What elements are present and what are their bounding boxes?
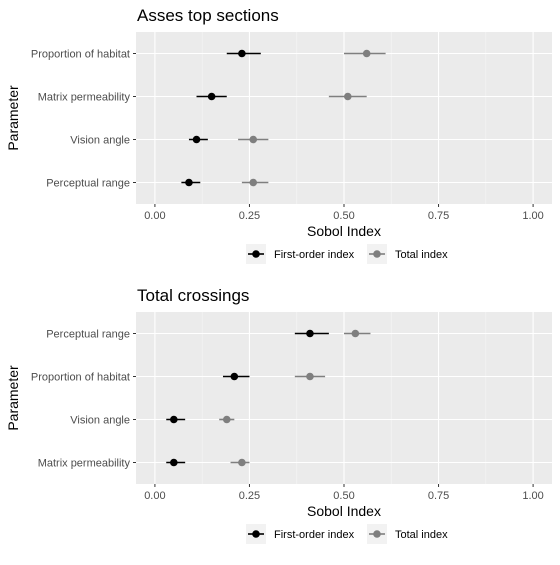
chart-title: Asses top sections <box>137 6 279 25</box>
series-total-index <box>238 49 386 187</box>
chart-title: Total crossings <box>137 286 249 305</box>
point-total-index-matrix-permeability <box>238 458 246 467</box>
y-tick-label-proportion-of-habitat: Proportion of habitat <box>31 372 130 384</box>
y-tick-label-perceptual-range: Perceptual range <box>46 178 130 190</box>
y-tick-label-vision-angle: Vision angle <box>70 415 130 427</box>
y-tick-label-matrix-permeability: Matrix permeability <box>38 92 131 104</box>
point-first-order-index-perceptual-range <box>306 329 314 338</box>
y-axis-title: Parameter <box>5 365 21 431</box>
point-total-index-proportion-of-habitat <box>306 372 314 381</box>
chart-asses-top-sections: Asses top sections Proportion of habitat M… <box>5 6 552 264</box>
legend-label: First-order index <box>274 529 355 541</box>
chart-total-crossings: Total crossings Perceptual range Proportio… <box>5 286 552 544</box>
point-first-order-index-perceptual-range <box>185 178 193 187</box>
y-tick-label-proportion-of-habitat: Proportion of habitat <box>31 49 130 61</box>
x-tick-label: 0.50 <box>333 210 354 222</box>
legend-label: Total index <box>395 529 448 541</box>
legend-item-total-index: Total index <box>367 244 448 264</box>
x-axis-title: Sobol Index <box>307 223 381 239</box>
legend-key-point <box>252 530 260 538</box>
y-tick-label-vision-angle: Vision angle <box>70 135 130 147</box>
x-axis-title: Sobol Index <box>307 503 381 519</box>
series-first-order-index <box>181 49 261 187</box>
x-tick-label: 1.00 <box>522 210 543 222</box>
point-first-order-index-vision-angle <box>192 135 201 144</box>
legend-label: First-order index <box>274 249 355 261</box>
legend-item-total-index: Total index <box>367 524 448 544</box>
y-axis-title: Parameter <box>5 85 21 151</box>
x-tick-label: 0.50 <box>333 490 354 502</box>
series-first-order-index <box>166 329 329 467</box>
legend-item-first-order-index: First-order index <box>246 524 355 544</box>
x-tick-label: 0.75 <box>428 490 449 502</box>
legend-key-point <box>252 250 260 258</box>
point-total-index-vision-angle <box>222 415 231 424</box>
point-total-index-perceptual-range <box>351 329 360 338</box>
point-first-order-index-proportion-of-habitat <box>230 372 239 381</box>
legend-key-point <box>373 250 381 258</box>
x-tick-label: 1.00 <box>522 490 543 502</box>
x-tick-label: 0.25 <box>239 210 260 222</box>
series-total-index <box>219 329 371 467</box>
point-first-order-index-vision-angle <box>170 415 178 424</box>
point-total-index-vision-angle <box>249 135 258 144</box>
y-tick-label-matrix-permeability: Matrix permeability <box>38 458 131 470</box>
point-total-index-matrix-permeability <box>343 92 352 101</box>
point-first-order-index-matrix-permeability <box>207 92 216 101</box>
x-tick-label: 0.25 <box>239 490 260 502</box>
x-tick-label: 0.75 <box>428 210 449 222</box>
legend-key-point <box>373 530 381 538</box>
point-first-order-index-proportion-of-habitat <box>238 49 246 58</box>
legend-label: Total index <box>395 249 448 261</box>
y-tick-label-perceptual-range: Perceptual range <box>46 329 130 341</box>
legend-item-first-order-index: First-order index <box>246 244 355 264</box>
x-tick-label: 0.00 <box>144 490 165 502</box>
point-total-index-perceptual-range <box>249 178 258 187</box>
x-tick-label: 0.00 <box>144 210 165 222</box>
point-total-index-proportion-of-habitat <box>362 49 371 58</box>
point-first-order-index-matrix-permeability <box>170 458 178 467</box>
